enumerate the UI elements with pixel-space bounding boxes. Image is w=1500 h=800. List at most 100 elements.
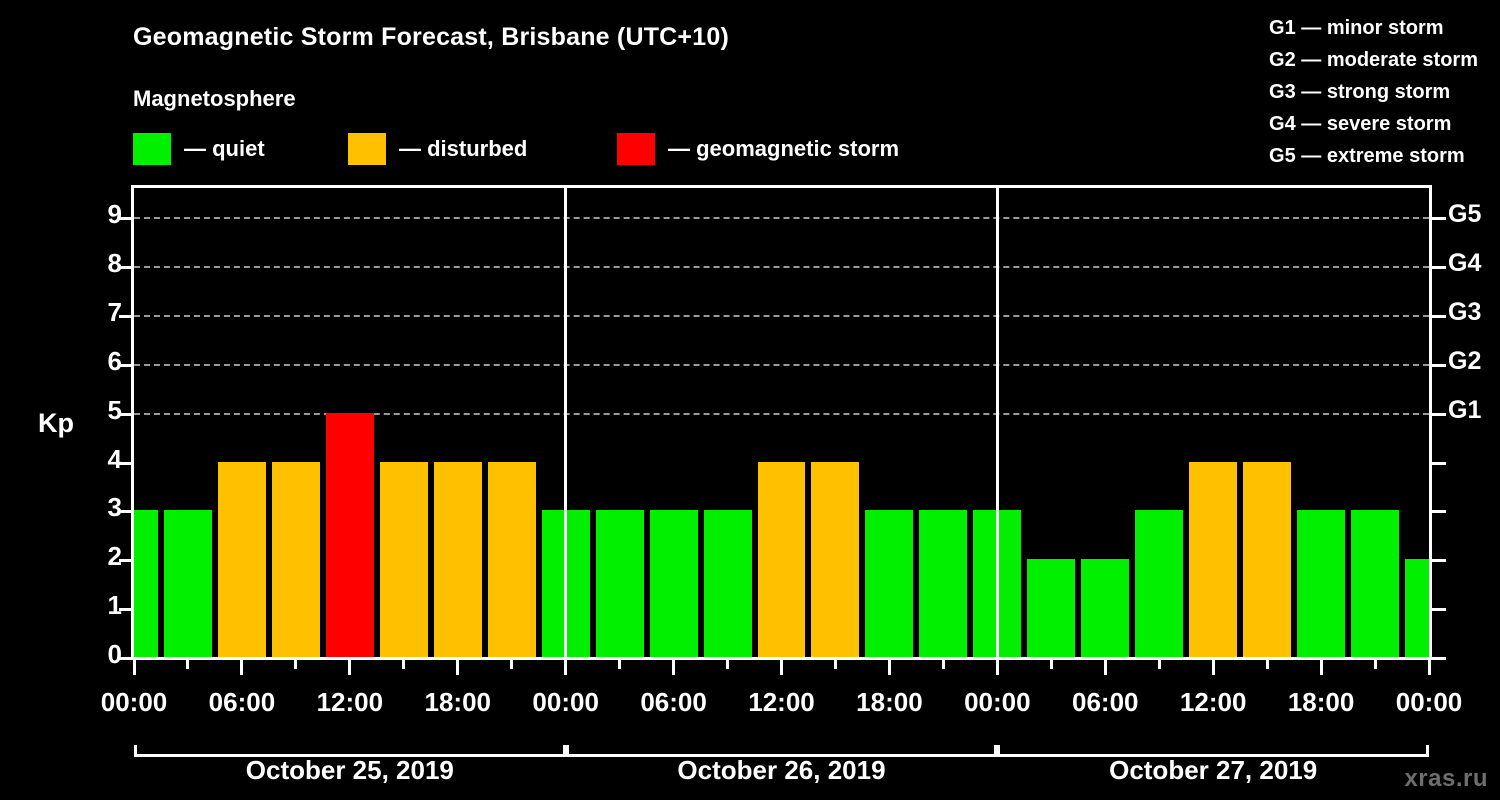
g-axis-minor-tick <box>1432 510 1446 514</box>
g-axis-label-G3: G3 <box>1448 298 1482 327</box>
y-tick-mark <box>119 266 131 270</box>
bar <box>649 510 698 657</box>
bar <box>811 461 860 657</box>
bar <box>595 510 644 657</box>
bar <box>1297 510 1346 657</box>
y-tick-mark <box>119 217 131 221</box>
legend-item-1: — disturbed <box>348 133 527 165</box>
x-tick-label-9: 06:00 <box>1072 687 1139 717</box>
x-tick-major <box>1319 660 1323 675</box>
bar <box>703 510 752 657</box>
x-tick-major <box>1427 660 1431 675</box>
storm-scale-line-1: G1 — minor storm <box>1269 17 1444 39</box>
bar <box>487 461 536 657</box>
bar <box>1405 559 1429 657</box>
x-tick-major <box>1211 660 1215 675</box>
bar <box>865 510 914 657</box>
legend-swatch-icon <box>348 133 386 165</box>
legend-swatch-icon <box>133 133 171 165</box>
g-tick-mark <box>1432 363 1446 367</box>
y-tick-label-6: 6 <box>107 345 122 376</box>
y-tick-mark <box>119 412 131 416</box>
x-tick-minor <box>1157 660 1161 669</box>
gridline-kp-9 <box>134 217 1429 220</box>
x-tick-label-1: 06:00 <box>208 687 276 717</box>
x-tick-minor <box>1049 660 1053 669</box>
g-tick-mark <box>1432 217 1446 221</box>
bar <box>163 510 212 657</box>
x-tick-label-8: 00:00 <box>964 687 1031 717</box>
storm-scale-legend: G1 — minor storm G2 — moderate storm G3 — … <box>1269 12 1478 172</box>
bar <box>217 461 266 657</box>
bar <box>757 461 806 657</box>
day-label-2: October 26, 2019 <box>677 755 886 785</box>
y-tick-label-5: 5 <box>107 394 122 425</box>
legend-swatch-icon <box>617 133 655 165</box>
bar <box>1081 559 1130 657</box>
bar <box>1027 559 1076 657</box>
x-tick-major <box>1103 660 1107 675</box>
x-tick-label-2: 12:00 <box>316 687 384 717</box>
day-bracket-1 <box>134 745 566 757</box>
x-tick-minor <box>294 660 298 669</box>
y-tick-label-9: 9 <box>107 199 122 230</box>
y-tick-mark <box>119 559 131 563</box>
x-tick-label-10: 12:00 <box>1179 687 1247 717</box>
x-tick-label-4: 00:00 <box>532 687 599 717</box>
x-tick-label-3: 18:00 <box>424 687 492 717</box>
y-tick-label-8: 8 <box>107 248 122 279</box>
day-label-3: October 27, 2019 <box>1109 755 1318 785</box>
x-tick-major <box>348 660 352 675</box>
bar <box>1189 461 1238 657</box>
x-tick-major <box>995 660 999 675</box>
legend-label: — disturbed <box>399 136 528 161</box>
bar <box>271 461 320 657</box>
x-tick-label-0: 00:00 <box>100 687 168 717</box>
g-axis-minor-tick <box>1432 657 1446 660</box>
x-tick-minor <box>402 660 406 669</box>
bar <box>134 510 158 657</box>
g-axis-minor-tick <box>1432 461 1446 465</box>
y-tick-label-1: 1 <box>107 590 122 621</box>
plot-inner <box>134 188 1429 657</box>
g-tick-mark <box>1432 266 1446 270</box>
gridline-kp-6 <box>134 363 1429 366</box>
x-tick-label-5: 06:00 <box>640 687 707 717</box>
gridline-kp-5 <box>134 412 1429 415</box>
x-tick-minor <box>726 660 730 669</box>
gridline-kp-7 <box>134 315 1429 318</box>
x-tick-minor <box>833 660 837 669</box>
g-tick-mark <box>1432 412 1446 416</box>
g-axis-label-G1: G1 <box>1448 395 1482 424</box>
bar <box>1243 461 1292 657</box>
y-tick-mark <box>119 461 131 465</box>
y-tick-mark <box>119 363 131 367</box>
y-tick-mark <box>119 608 131 612</box>
legend-item-0: — quiet <box>133 133 265 165</box>
bar <box>433 461 482 657</box>
x-tick-major <box>672 660 676 675</box>
bar <box>325 412 374 657</box>
gridline-kp-8 <box>134 266 1429 269</box>
day-label-1: October 25, 2019 <box>245 755 454 785</box>
day-separator-2 <box>995 188 999 657</box>
g-axis-minor-tick <box>1432 559 1446 563</box>
y-axis-title: Kp <box>38 408 74 438</box>
g-tick-mark <box>1432 315 1446 319</box>
y-tick-label-7: 7 <box>107 297 122 328</box>
x-tick-minor <box>186 660 190 669</box>
y-tick-label-0: 0 <box>107 639 122 669</box>
storm-scale-line-2: G2 — moderate storm <box>1269 49 1478 71</box>
plot-area <box>131 185 1432 660</box>
x-tick-minor <box>618 660 622 669</box>
x-tick-minor <box>1373 660 1377 669</box>
x-tick-label-12: 00:00 <box>1395 687 1463 717</box>
x-tick-major <box>132 660 136 675</box>
legend-item-2: — geomagnetic storm <box>617 133 899 165</box>
day-bracket-3 <box>997 745 1429 757</box>
y-tick-mark <box>119 510 131 514</box>
g-axis-label-G2: G2 <box>1448 346 1482 375</box>
x-tick-label-6: 12:00 <box>748 687 815 717</box>
y-tick-mark <box>119 657 131 660</box>
storm-scale-line-5: G5 — extreme storm <box>1269 145 1465 167</box>
